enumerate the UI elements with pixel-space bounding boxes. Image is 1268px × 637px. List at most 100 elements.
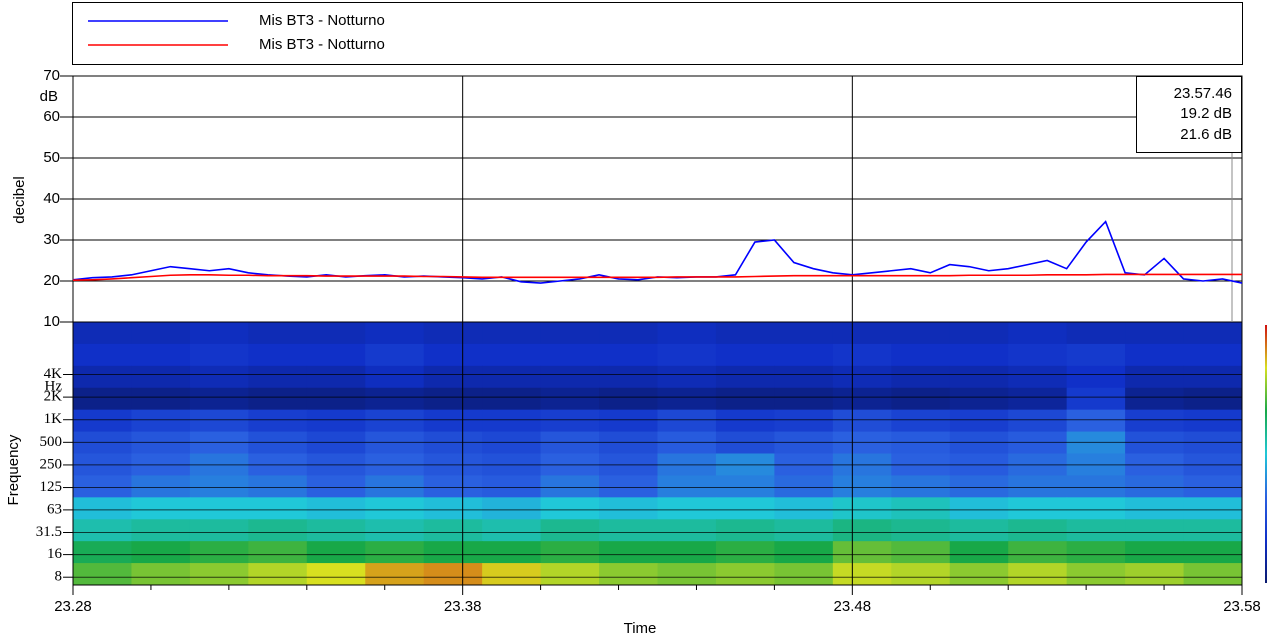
heat-cell	[599, 322, 658, 345]
heat-cell	[891, 343, 951, 367]
heat-cell	[540, 497, 600, 520]
heat-cell	[774, 563, 834, 586]
heat-cell	[832, 409, 892, 433]
heat-cell	[248, 365, 308, 389]
heat-cell	[365, 365, 425, 389]
heat-cell	[189, 497, 249, 520]
heat-cell	[248, 387, 308, 411]
y-tick-label: 70	[43, 67, 60, 84]
heat-cell	[540, 322, 600, 345]
heat-cell	[657, 563, 717, 586]
y-tick-label: 40	[43, 190, 60, 207]
cursor-readout: 19.2 dB	[1180, 105, 1232, 122]
heat-cell	[248, 343, 308, 367]
heat-cell	[248, 563, 308, 586]
heat-cell	[599, 497, 658, 520]
heat-cell	[540, 365, 600, 389]
heat-cell	[73, 541, 132, 564]
plot-frame	[72, 75, 1243, 586]
heat-cell	[891, 563, 951, 586]
heat-cell	[657, 497, 717, 520]
heat-cell	[949, 475, 1009, 498]
heat-cell	[1066, 387, 1126, 411]
heat-cell	[131, 497, 191, 520]
heat-cell	[949, 322, 1009, 345]
heat-cell	[949, 343, 1009, 367]
y-unit: Hz	[45, 378, 63, 394]
heat-cell	[189, 365, 249, 389]
heat-cell	[482, 322, 542, 345]
heat-cell	[1125, 343, 1185, 367]
heat-cell	[306, 519, 366, 542]
cursor-box	[1136, 76, 1242, 153]
heat-cell	[891, 497, 951, 520]
heat-cell	[1066, 519, 1126, 542]
x-tick-label: 23.58	[1223, 598, 1261, 615]
legend-label: Mis BT3 - Notturno	[259, 12, 385, 29]
heat-cell	[189, 409, 249, 433]
heat-cell	[365, 387, 425, 411]
heat-cell	[73, 343, 132, 367]
heat-cell	[423, 409, 483, 433]
heat-cell	[599, 365, 658, 389]
heat-cell	[599, 563, 658, 586]
heat-cell	[482, 519, 542, 542]
heat-cell	[365, 541, 425, 564]
heat-cell	[1008, 497, 1068, 520]
y-tick-label: 125	[40, 479, 63, 495]
x-tick-label: 23.38	[444, 598, 482, 615]
heat-cell	[1125, 475, 1185, 498]
heat-cell	[1008, 322, 1068, 345]
heat-cell	[599, 475, 658, 498]
heat-cell	[715, 343, 775, 367]
heat-cell	[306, 322, 366, 345]
y-tick-label: 20	[43, 272, 60, 289]
heat-cell	[715, 387, 775, 411]
heat-cell	[73, 365, 132, 389]
heat-cell	[73, 563, 132, 586]
heat-cell	[248, 322, 308, 345]
heat-cell	[715, 497, 775, 520]
heat-cell	[482, 497, 542, 520]
spectrogram	[73, 322, 1243, 586]
series-line	[72, 220, 1243, 284]
heat-cell	[1008, 387, 1068, 411]
heat-cell	[657, 343, 717, 367]
heat-cell	[774, 497, 834, 520]
heat-cell	[715, 322, 775, 345]
heat-cell	[715, 519, 775, 542]
heat-cell	[949, 409, 1009, 433]
heat-cell	[365, 409, 425, 433]
cursor-time: 23.57.46	[1174, 85, 1232, 102]
heat-cell	[482, 409, 542, 433]
heat-cell	[540, 409, 600, 433]
heat-cell	[715, 475, 775, 498]
heat-cell	[774, 475, 834, 498]
heat-cell	[1066, 541, 1126, 564]
heat-cell	[131, 541, 191, 564]
heat-cell	[891, 519, 951, 542]
heat-cell	[774, 343, 834, 367]
heat-cell	[891, 365, 951, 389]
heat-cell	[73, 475, 132, 498]
series-line	[72, 273, 1242, 281]
heat-cell	[482, 387, 542, 411]
heat-cell	[423, 387, 483, 411]
heat-cell	[482, 563, 542, 586]
heat-cell	[423, 563, 483, 586]
heat-cell	[423, 519, 483, 542]
heat-cell	[657, 409, 717, 433]
heat-cell	[482, 475, 542, 498]
y-tick-label: 8	[55, 569, 63, 585]
heat-cell	[949, 519, 1009, 542]
heat-cell	[306, 365, 366, 389]
y-tick-label: 16	[47, 546, 63, 562]
heat-cell	[482, 343, 542, 367]
heat-cell	[248, 541, 308, 564]
heat-cell	[1008, 519, 1068, 542]
heat-cell	[832, 343, 892, 367]
heat-cell	[657, 519, 717, 542]
heat-cell	[423, 541, 483, 564]
heat-cell	[306, 563, 366, 586]
heat-cell	[774, 322, 834, 345]
